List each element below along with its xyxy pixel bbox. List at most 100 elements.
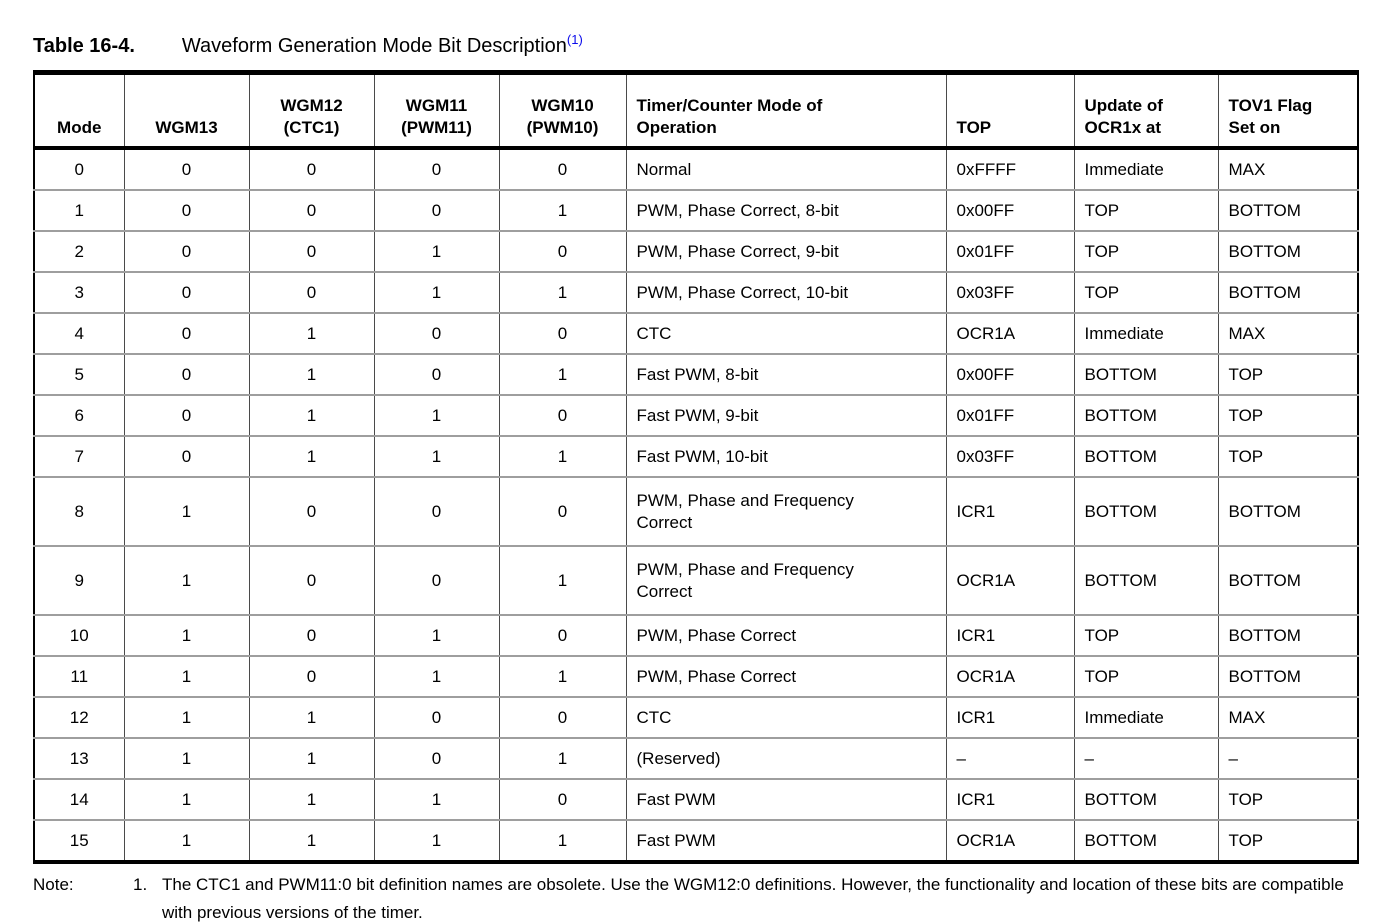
table-row-mode-0: 0 0 0 0 0 Normal 0xFFFF Immediate MAX <box>34 147 1358 190</box>
cell-wgm10: 0 <box>498 312 626 354</box>
column-header-mode: Mode <box>34 72 124 150</box>
cell-update: TOP <box>1073 655 1218 697</box>
cell-update: BOTTOM <box>1073 545 1218 615</box>
table-row-mode-4: 4 0 1 0 0 CTC OCR1A Immediate MAX <box>34 312 1358 354</box>
footnote-reference-link[interactable]: (1) <box>566 32 583 47</box>
cell-wgm10: 0 <box>498 147 626 190</box>
cell-wgm11: 1 <box>373 778 499 820</box>
cell-mode: 1 <box>34 189 124 231</box>
cell-top: 0xFFFF <box>945 147 1074 190</box>
cell-tov1: BOTTOM <box>1217 230 1358 272</box>
table-caption: Table 16-4. Waveform Generation Mode Bit … <box>33 28 1359 58</box>
cell-wgm11: 1 <box>373 271 499 313</box>
cell-operation: (Reserved) <box>625 737 946 779</box>
cell-tov1: BOTTOM <box>1217 189 1358 231</box>
table-row-mode-2: 2 0 0 1 0 PWM, Phase Correct, 9-bit 0x01FF TOP B… <box>34 230 1358 272</box>
cell-wgm11: 0 <box>373 476 499 546</box>
cell-tov1: BOTTOM <box>1217 545 1358 615</box>
cell-mode: 6 <box>34 394 124 436</box>
table-number-label: Table 16-4. <box>33 35 135 57</box>
cell-update: BOTTOM <box>1073 394 1218 436</box>
cell-update: TOP <box>1073 189 1218 231</box>
cell-operation: PWM, Phase Correct, 9-bit <box>625 230 946 272</box>
cell-update: BOTTOM <box>1073 435 1218 477</box>
cell-tov1: – <box>1217 737 1358 779</box>
cell-wgm10: 0 <box>498 696 626 738</box>
cell-top: ICR1 <box>945 476 1074 546</box>
note-number: 1. <box>133 875 148 894</box>
cell-operation: PWM, Phase and Frequency Correct <box>625 476 946 546</box>
table-header: Mode WGM13 WGM12 (CTC1) WGM11 (PWM11) WGM10 … <box>34 72 1358 150</box>
cell-top: OCR1A <box>945 545 1074 615</box>
cell-mode: 8 <box>34 476 124 546</box>
cell-wgm13: 0 <box>123 435 249 477</box>
cell-top: 0x03FF <box>945 271 1074 313</box>
cell-wgm11: 0 <box>373 545 499 615</box>
cell-wgm11: 1 <box>373 614 499 656</box>
table-row-mode-12: 12 1 1 0 0 CTC ICR1 Immediate MAX <box>34 696 1358 738</box>
cell-update: TOP <box>1073 230 1218 272</box>
cell-top: ICR1 <box>945 778 1074 820</box>
cell-wgm13: 0 <box>123 189 249 231</box>
cell-mode: 9 <box>34 545 124 615</box>
cell-operation: PWM, Phase and Frequency Correct <box>625 545 946 615</box>
cell-wgm10: 0 <box>498 778 626 820</box>
cell-tov1: BOTTOM <box>1217 655 1358 697</box>
table-body: 0 0 0 0 0 Normal 0xFFFF Immediate MAX 1 0 0 0 1 PWM, P… <box>34 147 1358 862</box>
table-row-mode-13: 13 1 1 0 1 (Reserved) – – – <box>34 737 1358 779</box>
cell-wgm10: 0 <box>498 394 626 436</box>
cell-wgm11: 1 <box>373 230 499 272</box>
table-section: Table 16-4. Waveform Generation Mode Bit … <box>33 28 1359 924</box>
cell-wgm13: 1 <box>123 737 249 779</box>
cell-operation: PWM, Phase Correct <box>625 655 946 697</box>
cell-update: BOTTOM <box>1073 778 1218 820</box>
cell-tov1: BOTTOM <box>1217 271 1358 313</box>
cell-wgm10: 0 <box>498 614 626 656</box>
cell-wgm10: 1 <box>498 189 626 231</box>
cell-wgm13: 1 <box>123 819 249 862</box>
cell-wgm11: 1 <box>373 655 499 697</box>
table-row-mode-6: 6 0 1 1 0 Fast PWM, 9-bit 0x01FF BOTTOM TOP <box>34 394 1358 436</box>
cell-wgm13: 1 <box>123 476 249 546</box>
table-row-mode-1: 1 0 0 0 1 PWM, Phase Correct, 8-bit 0x00FF TOP B… <box>34 189 1358 231</box>
column-header-operation: Timer/Counter Mode of Operation <box>625 72 946 150</box>
cell-tov1: TOP <box>1217 394 1358 436</box>
cell-update: TOP <box>1073 614 1218 656</box>
cell-wgm12: 1 <box>248 394 374 436</box>
cell-top: 0x01FF <box>945 394 1074 436</box>
table-row-mode-11: 11 1 0 1 1 PWM, Phase Correct OCR1A TOP BOTTOM <box>34 655 1358 697</box>
column-header-wgm10: WGM10 (PWM10) <box>498 72 626 150</box>
cell-top: OCR1A <box>945 655 1074 697</box>
cell-wgm13: 1 <box>123 614 249 656</box>
cell-wgm12: 0 <box>248 614 374 656</box>
cell-wgm12: 0 <box>248 476 374 546</box>
column-header-wgm12: WGM12 (CTC1) <box>248 72 374 150</box>
cell-tov1: BOTTOM <box>1217 476 1358 546</box>
table-footnote: Note: 1. The CTC1 and PWM11:0 bit defini… <box>33 871 1359 924</box>
note-text: The CTC1 and PWM11:0 bit definition name… <box>162 875 1344 922</box>
cell-tov1: TOP <box>1217 778 1358 820</box>
cell-wgm10: 1 <box>498 353 626 395</box>
cell-update: BOTTOM <box>1073 476 1218 546</box>
cell-top: 0x01FF <box>945 230 1074 272</box>
cell-operation: CTC <box>625 696 946 738</box>
cell-mode: 10 <box>34 614 124 656</box>
cell-operation: Fast PWM, 10-bit <box>625 435 946 477</box>
cell-wgm11: 0 <box>373 696 499 738</box>
cell-tov1: TOP <box>1217 353 1358 395</box>
waveform-generation-mode-table: Mode WGM13 WGM12 (CTC1) WGM11 (PWM11) WGM10 … <box>33 70 1359 864</box>
cell-wgm12: 0 <box>248 147 374 190</box>
cell-top: – <box>945 737 1074 779</box>
table-row-mode-7: 7 0 1 1 1 Fast PWM, 10-bit 0x03FF BOTTOM TOP <box>34 435 1358 477</box>
cell-operation: Fast PWM <box>625 778 946 820</box>
cell-wgm12: 1 <box>248 353 374 395</box>
cell-wgm10: 0 <box>498 230 626 272</box>
cell-wgm12: 0 <box>248 545 374 615</box>
cell-mode: 14 <box>34 778 124 820</box>
cell-top: ICR1 <box>945 696 1074 738</box>
cell-top: 0x00FF <box>945 353 1074 395</box>
column-header-update: Update of OCR1x at <box>1073 72 1218 150</box>
cell-operation: PWM, Phase Correct, 8-bit <box>625 189 946 231</box>
cell-top: 0x03FF <box>945 435 1074 477</box>
